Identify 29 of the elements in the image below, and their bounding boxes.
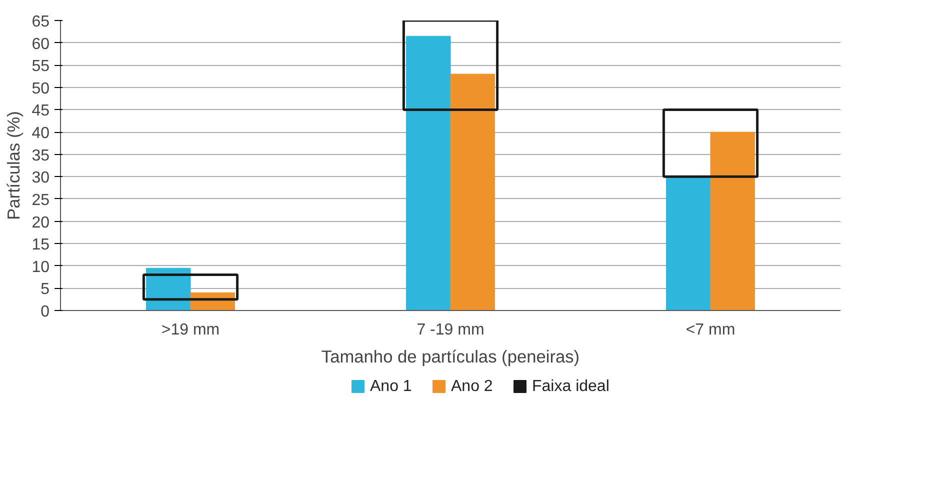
bar <box>406 36 451 310</box>
x-tick-label: 7 -19 mm <box>416 322 484 338</box>
bar <box>142 274 239 301</box>
bar <box>666 176 711 310</box>
x-axis-title: Tamanho de partículas (peneiras) <box>321 346 580 366</box>
y-tick-label: 45 <box>32 102 50 120</box>
x-tick-label: >19 mm <box>161 322 220 338</box>
y-tick-label: 65 <box>32 14 50 30</box>
legend-label: Faixa ideal <box>532 378 610 395</box>
bar <box>450 74 495 310</box>
y-tick-label: 60 <box>32 36 50 53</box>
x-tick-label: <7 mm <box>686 322 736 338</box>
bar <box>402 20 499 111</box>
bar <box>662 108 759 178</box>
y-tick-label: 55 <box>32 58 50 76</box>
bar <box>710 132 755 310</box>
y-tick-label: 0 <box>40 304 50 320</box>
y-tick-label: 40 <box>32 125 50 142</box>
legend-label: Ano 1 <box>370 378 412 395</box>
legend-label: Ano 2 <box>451 378 493 395</box>
y-tick-label: 25 <box>32 192 50 209</box>
y-tick-label: 35 <box>32 147 50 164</box>
y-tick-label: 50 <box>32 80 50 98</box>
y-axis-title: Partículas (%) <box>4 111 24 220</box>
y-tick-label: 20 <box>32 214 50 232</box>
y-tick-label: 30 <box>32 170 50 187</box>
y-tick-label: 15 <box>32 236 50 254</box>
y-tick-label: 10 <box>32 258 50 276</box>
y-tick-label: 5 <box>40 281 50 298</box>
